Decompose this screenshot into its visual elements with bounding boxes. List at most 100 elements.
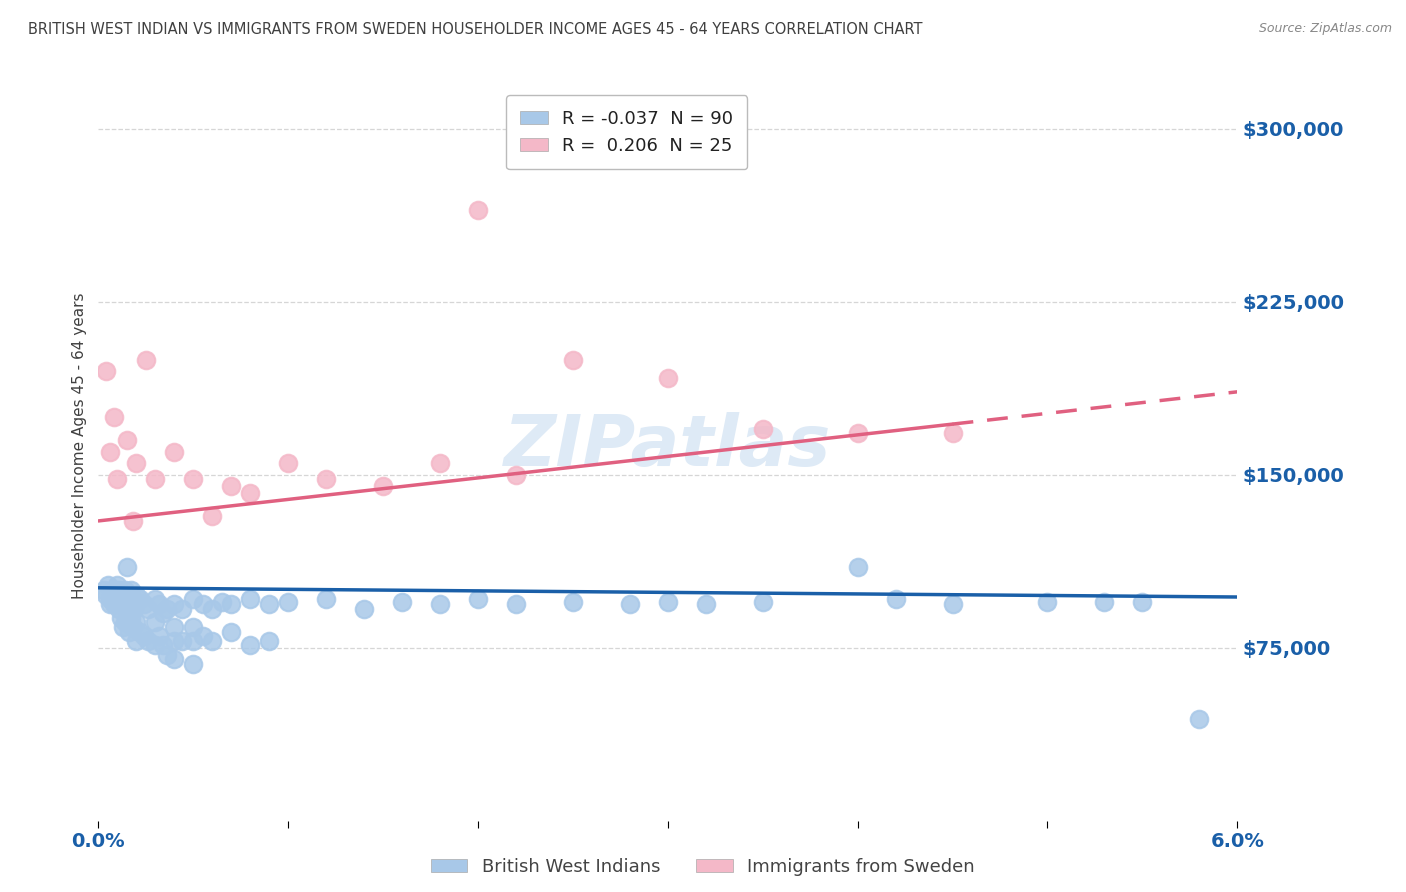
Point: [429, 597, 451, 611]
Point: [201, 633, 224, 648]
Point: [239, 592, 262, 607]
Point: [124, 601, 146, 615]
Point: [163, 620, 186, 634]
Point: [505, 467, 527, 482]
Point: [156, 601, 179, 615]
Point: [1036, 594, 1059, 608]
Point: [121, 592, 143, 607]
Point: [145, 472, 167, 486]
Point: [125, 633, 148, 648]
Point: [221, 624, 243, 639]
Point: [114, 615, 136, 630]
Point: [107, 578, 129, 592]
Point: [94, 588, 117, 602]
Text: Source: ZipAtlas.com: Source: ZipAtlas.com: [1258, 22, 1392, 36]
Point: [98, 592, 121, 607]
Point: [148, 597, 170, 611]
Point: [1188, 712, 1211, 726]
Point: [201, 601, 224, 615]
Point: [103, 588, 125, 602]
Point: [132, 597, 155, 611]
Point: [170, 633, 193, 648]
Point: [152, 639, 174, 653]
Point: [129, 592, 152, 607]
Point: [183, 657, 205, 671]
Point: [100, 592, 122, 607]
Point: [108, 601, 131, 615]
Point: [191, 629, 214, 643]
Point: [259, 633, 281, 648]
Point: [108, 583, 131, 598]
Point: [695, 597, 717, 611]
Point: [942, 597, 965, 611]
Point: [129, 624, 152, 639]
Point: [148, 629, 170, 643]
Point: [191, 597, 214, 611]
Point: [125, 456, 148, 470]
Point: [752, 594, 775, 608]
Point: [115, 434, 138, 448]
Point: [120, 583, 142, 598]
Point: [104, 583, 127, 598]
Point: [201, 509, 224, 524]
Point: [239, 639, 262, 653]
Point: [112, 592, 135, 607]
Point: [132, 629, 155, 643]
Point: [183, 472, 205, 486]
Point: [114, 583, 136, 598]
Point: [135, 352, 157, 367]
Point: [93, 583, 115, 598]
Point: [97, 578, 120, 592]
Point: [211, 594, 233, 608]
Point: [125, 588, 148, 602]
Legend: British West Indians, Immigrants from Sweden: British West Indians, Immigrants from Sw…: [425, 851, 981, 883]
Point: [315, 472, 337, 486]
Point: [110, 611, 132, 625]
Point: [163, 597, 186, 611]
Text: BRITISH WEST INDIAN VS IMMIGRANTS FROM SWEDEN HOUSEHOLDER INCOME AGES 45 - 64 YE: BRITISH WEST INDIAN VS IMMIGRANTS FROM S…: [28, 22, 922, 37]
Point: [107, 597, 129, 611]
Point: [118, 597, 141, 611]
Point: [145, 639, 167, 653]
Point: [239, 486, 262, 500]
Point: [277, 594, 299, 608]
Point: [942, 426, 965, 441]
Point: [657, 371, 679, 385]
Point: [259, 597, 281, 611]
Point: [121, 620, 143, 634]
Point: [136, 601, 159, 615]
Point: [118, 624, 141, 639]
Point: [846, 426, 869, 441]
Point: [103, 410, 125, 425]
Point: [163, 444, 186, 458]
Text: ZIPatlas: ZIPatlas: [505, 411, 831, 481]
Point: [562, 594, 585, 608]
Y-axis label: Householder Income Ages 45 - 64 years: Householder Income Ages 45 - 64 years: [72, 293, 87, 599]
Point: [315, 592, 337, 607]
Point: [107, 472, 129, 486]
Point: [98, 444, 121, 458]
Point: [125, 615, 148, 630]
Point: [752, 422, 775, 436]
Point: [120, 611, 142, 625]
Point: [103, 597, 125, 611]
Point: [115, 611, 138, 625]
Point: [145, 615, 167, 630]
Point: [221, 597, 243, 611]
Point: [657, 594, 679, 608]
Point: [163, 633, 186, 648]
Point: [121, 514, 143, 528]
Point: [112, 620, 135, 634]
Point: [170, 601, 193, 615]
Point: [562, 352, 585, 367]
Point: [156, 648, 179, 662]
Point: [104, 592, 127, 607]
Point: [467, 202, 489, 217]
Legend: R = -0.037  N = 90, R =  0.206  N = 25: R = -0.037 N = 90, R = 0.206 N = 25: [506, 95, 748, 169]
Point: [145, 592, 167, 607]
Point: [391, 594, 413, 608]
Point: [221, 479, 243, 493]
Point: [371, 479, 394, 493]
Point: [183, 620, 205, 634]
Point: [152, 606, 174, 620]
